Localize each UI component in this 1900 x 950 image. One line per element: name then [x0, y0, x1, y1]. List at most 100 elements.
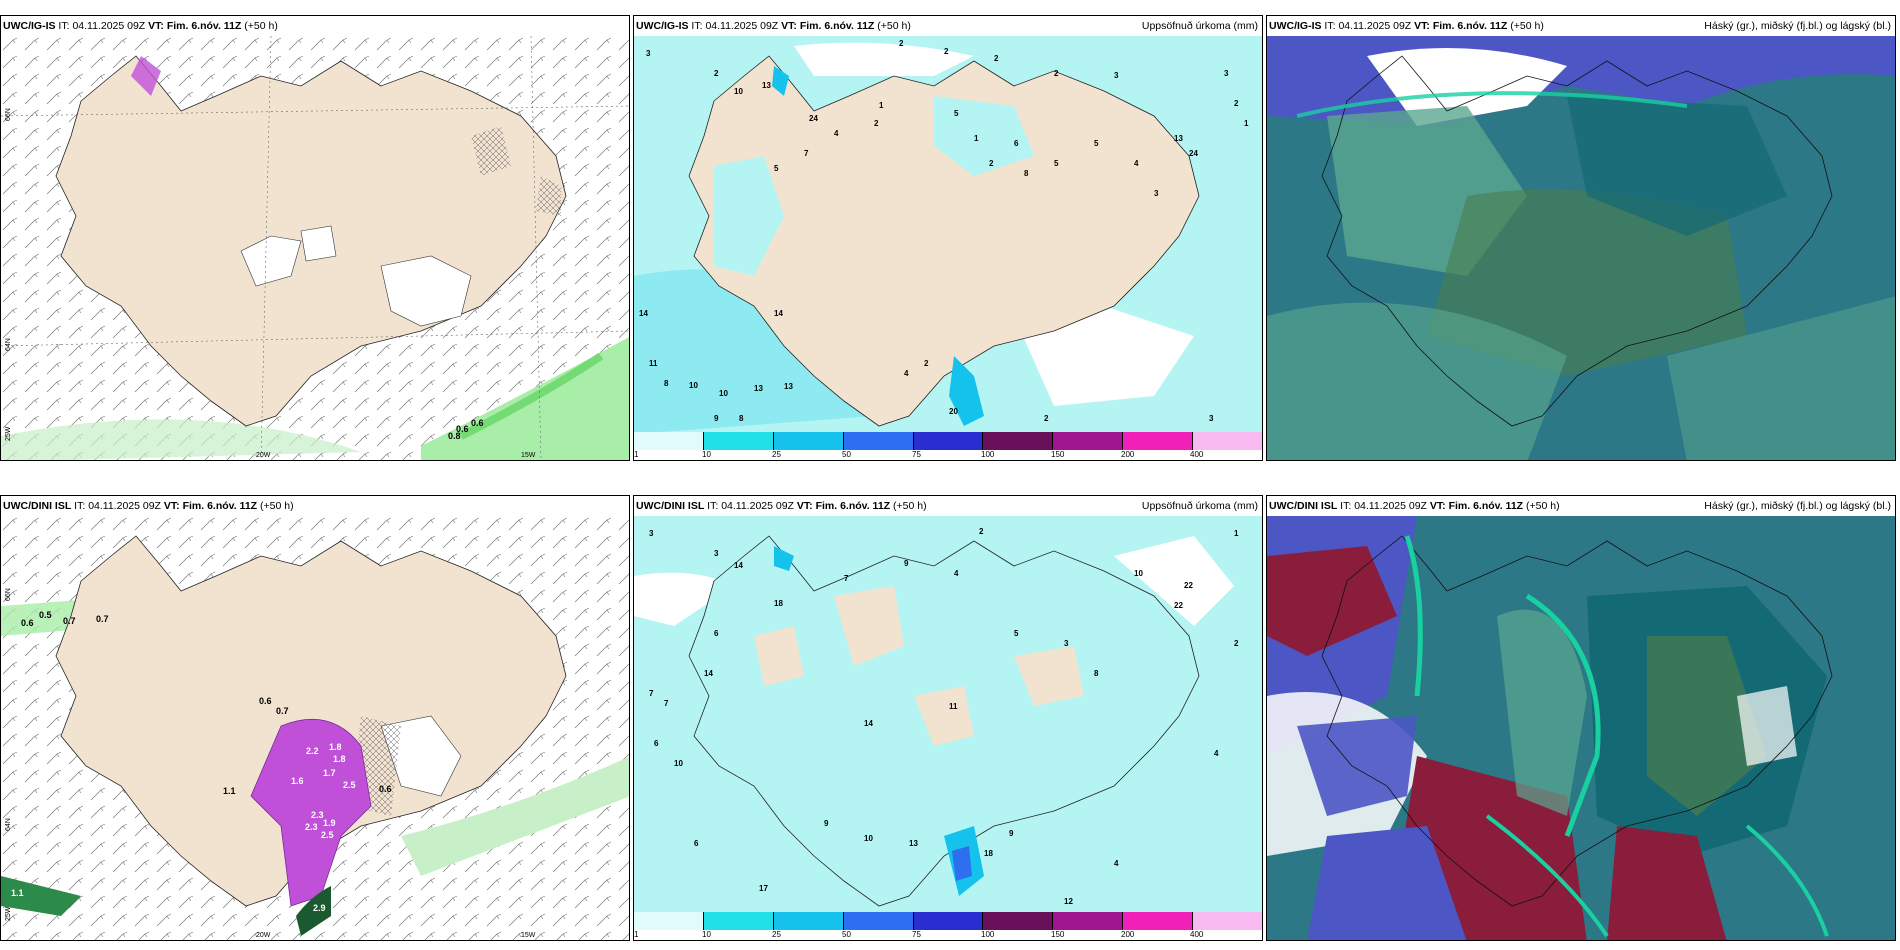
init-time: 04.11.2025 09Z	[88, 500, 161, 512]
svg-text:1.8: 1.8	[329, 742, 342, 752]
colorbar-swatch	[773, 432, 844, 450]
svg-text:6: 6	[1014, 139, 1019, 148]
colorbar-tick: 400	[1190, 930, 1204, 939]
svg-text:4: 4	[904, 369, 909, 378]
panel-wind-igis: UWC/IG-IS IT: 04.11.2025 09Z VT: Fim. 6.…	[0, 15, 630, 461]
panel-header: UWC/DINI ISL IT: 04.11.2025 09Z VT: Fim.…	[1267, 496, 1895, 516]
colorbar-swatch	[1193, 912, 1262, 930]
colorbar-swatch	[983, 432, 1054, 450]
init-time: 04.11.2025 09Z	[721, 500, 794, 512]
valid-time: Fim. 6.nóv. 11Z	[182, 500, 258, 512]
field-title: Háský (gr.), miðský (fj.bl.) og lágský (…	[1704, 500, 1891, 512]
colorbar-tick: 100	[981, 450, 995, 459]
colorbar-tick: 10	[702, 930, 711, 939]
panel-clouds-igis: UWC/IG-IS IT: 04.11.2025 09Z VT: Fim. 6.…	[1266, 15, 1896, 461]
precip-colorbar	[634, 912, 1262, 930]
model-name: UWC/IG-IS	[1269, 20, 1322, 32]
svg-text:3: 3	[649, 529, 654, 538]
vt-label: VT:	[1429, 500, 1446, 512]
svg-text:3: 3	[1114, 71, 1119, 80]
svg-text:10: 10	[674, 759, 683, 768]
colorbar-tick: 200	[1121, 930, 1135, 939]
vt-label: VT:	[781, 20, 797, 32]
svg-text:5: 5	[774, 164, 779, 173]
colorbar-swatch	[843, 432, 914, 450]
svg-text:10: 10	[864, 834, 873, 843]
colorbar-swatch	[1053, 912, 1124, 930]
init-time: 04.11.2025 09Z	[705, 20, 779, 32]
panel-header: UWC/DINI ISL IT: 04.11.2025 09Z VT: Fim.…	[1, 496, 629, 516]
colorbar-tick: 25	[772, 450, 781, 459]
lon-label: 15W	[521, 932, 536, 939]
cloud-map	[1267, 36, 1895, 460]
svg-text:1.1: 1.1	[11, 888, 24, 898]
svg-text:7: 7	[844, 574, 849, 583]
model-name: UWC/IG-IS	[3, 20, 56, 32]
svg-text:1.9: 1.9	[323, 818, 336, 828]
svg-text:8: 8	[1024, 169, 1029, 178]
svg-text:9: 9	[1009, 829, 1014, 838]
iceland-outline	[1321, 55, 1833, 427]
colorbar-swatch	[634, 432, 704, 450]
lon-label: 20W	[256, 932, 271, 939]
wind-values: 0.6 0.5 0.7 0.7 0.7 2.2 1.8 1.8 1.7 1.6 …	[11, 610, 392, 913]
colorbar-swatch	[703, 432, 774, 450]
svg-text:2: 2	[874, 119, 879, 128]
colorbar-tick: 75	[912, 930, 921, 939]
svg-text:0.6: 0.6	[21, 618, 34, 628]
precip-map: 3 2 2 2 2 3 2 10 13 24 1 2 4 5 7 5 1 2 6…	[634, 36, 1262, 434]
colorbar-swatch	[1193, 432, 1262, 450]
lead-time: (+50 h)	[260, 500, 294, 512]
svg-text:2: 2	[1044, 414, 1049, 423]
svg-text:2.2: 2.2	[306, 746, 319, 756]
svg-text:14: 14	[864, 719, 873, 728]
model-name: UWC/IG-IS	[636, 20, 689, 32]
svg-text:7: 7	[664, 699, 669, 708]
model-name: UWC/DINI ISL	[1269, 500, 1338, 512]
valid-time: Fim. 6.nóv. 11Z	[166, 20, 242, 32]
lead-time: (+50 h)	[1526, 500, 1560, 512]
svg-text:8: 8	[664, 379, 669, 388]
colorbar-tick: 25	[772, 930, 781, 939]
wind-value: 0.6	[471, 418, 484, 428]
panel-clouds-dini: UWC/DINI ISL IT: 04.11.2025 09Z VT: Fim.…	[1266, 495, 1896, 941]
lat-label: 64N	[5, 338, 12, 351]
svg-text:1: 1	[879, 101, 884, 110]
precip-map: 3 2 1 3 14 12 7 7 10 22 22 7 9 4 14 18 6…	[634, 516, 1262, 925]
svg-text:2: 2	[1234, 99, 1239, 108]
svg-text:1.1: 1.1	[223, 786, 236, 796]
lead-time: (+50 h)	[877, 20, 911, 32]
colorbar-tick: 50	[842, 930, 851, 939]
svg-text:1.8: 1.8	[333, 754, 346, 764]
field-title: Háský (gr.), miðský (fj.bl.) og lágský (…	[1704, 20, 1891, 32]
svg-text:13: 13	[1174, 134, 1183, 143]
svg-text:0.7: 0.7	[276, 706, 289, 716]
colorbar-swatch	[703, 912, 774, 930]
it-label: IT:	[691, 20, 703, 32]
svg-text:2.5: 2.5	[343, 780, 356, 790]
svg-text:17: 17	[759, 884, 768, 893]
svg-text:2.9: 2.9	[313, 903, 326, 913]
svg-text:1.7: 1.7	[323, 768, 336, 778]
svg-text:18: 18	[774, 599, 783, 608]
wind-value: 0.8	[448, 431, 461, 441]
svg-text:5: 5	[1014, 629, 1019, 638]
panel-header: UWC/IG-IS IT: 04.11.2025 09Z VT: Fim. 6.…	[1, 16, 629, 36]
colorbar-swatch	[634, 912, 704, 930]
colorbar-tick: 1	[634, 930, 639, 939]
vt-label: VT:	[148, 20, 164, 32]
panel-header: UWC/IG-IS IT: 04.11.2025 09Z VT: Fim. 6.…	[634, 16, 1262, 36]
svg-text:1: 1	[1244, 119, 1249, 128]
svg-text:7: 7	[804, 149, 809, 158]
svg-text:10: 10	[719, 389, 728, 398]
svg-text:3: 3	[1154, 189, 1159, 198]
wind-snow-map: 0.6 0.5 0.7 0.7 0.7 2.2 1.8 1.8 1.7 1.6 …	[1, 516, 629, 940]
vt-label: VT:	[163, 500, 180, 512]
valid-time: Fim. 6.nóv. 11Z	[815, 500, 891, 512]
svg-text:5: 5	[954, 109, 959, 118]
svg-text:3: 3	[714, 549, 719, 558]
svg-text:14: 14	[774, 309, 783, 318]
colorbar-tick: 50	[842, 450, 851, 459]
svg-text:10: 10	[734, 87, 743, 96]
svg-text:13: 13	[762, 81, 771, 90]
